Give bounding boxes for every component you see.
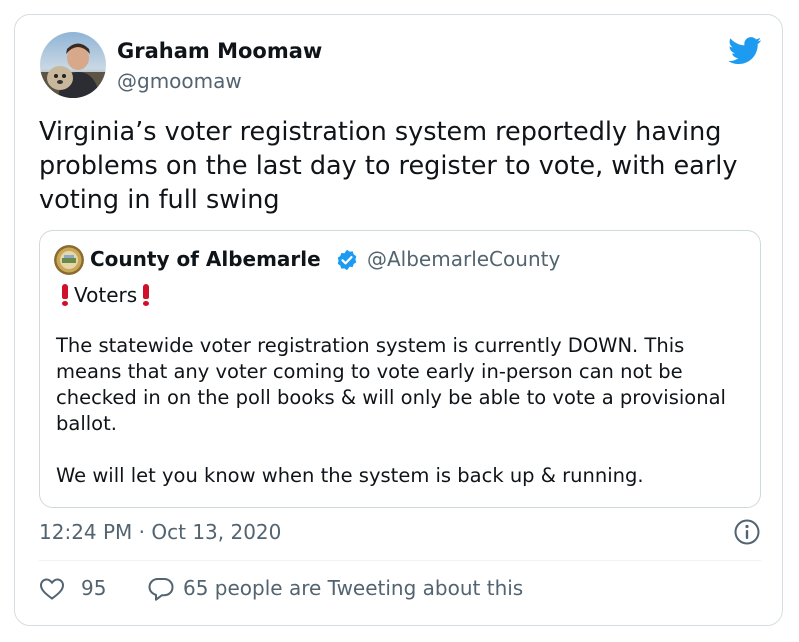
exclamation-icon <box>62 284 68 306</box>
quoted-tweet-title-text: Voters <box>74 283 138 307</box>
tweet-timestamp[interactable]: 12:24 PM · Oct 13, 2020 <box>39 520 282 544</box>
author-name[interactable]: Graham Moomaw <box>117 39 323 63</box>
reply-icon[interactable] <box>147 576 175 602</box>
people-tweeting-link[interactable]: 65 people are Tweeting about this <box>183 576 524 600</box>
quoted-author-avatar[interactable] <box>54 245 84 275</box>
verified-badge-icon <box>336 249 358 271</box>
tweet-card[interactable]: Graham Moomaw @gmoomaw Virginia’s voter … <box>14 14 783 626</box>
divider <box>39 560 761 561</box>
tweet-text: Virginia’s voter registration system rep… <box>39 117 738 215</box>
author-avatar[interactable] <box>40 32 106 98</box>
quoted-tweet-paragraph: We will let you know when the system is … <box>56 464 644 487</box>
author-handle[interactable]: @gmoomaw <box>117 69 242 93</box>
quoted-tweet[interactable]: County of Albemarle @AlbemarleCounty Vot… <box>39 230 761 508</box>
info-icon[interactable] <box>733 518 761 546</box>
quoted-tweet-title: Voters <box>56 283 155 307</box>
quoted-tweet-body: The statewide voter registration system … <box>56 333 746 489</box>
quoted-author-name[interactable]: County of Albemarle <box>90 247 321 271</box>
twitter-bird-icon[interactable] <box>728 37 762 65</box>
quoted-tweet-paragraph: The statewide voter registration system … <box>56 334 726 435</box>
heart-icon[interactable] <box>39 577 65 601</box>
like-count[interactable]: 95 <box>81 576 107 600</box>
quoted-author-handle[interactable]: @AlbemarleCounty <box>367 247 561 271</box>
exclamation-icon <box>143 284 150 306</box>
